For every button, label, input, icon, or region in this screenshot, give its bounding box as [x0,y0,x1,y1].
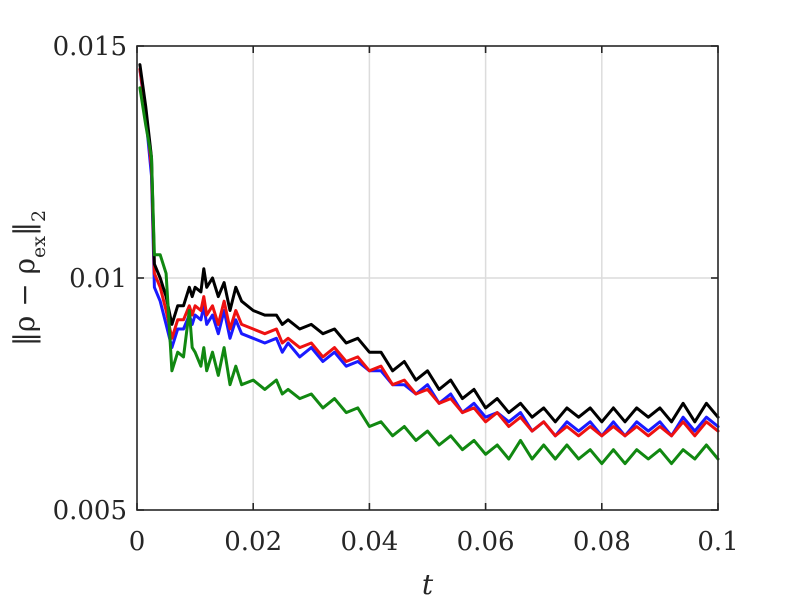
x-tick-labels: 0 0.02 0.04 0.06 0.08 0.1 [129,527,739,557]
y-axis-label: ‖ρ − ρex‖2 [8,210,50,346]
grid [137,46,718,510]
x-tick-label: 0.08 [573,527,631,557]
x-tick-label: 0.1 [697,527,738,557]
x-tick-label: 0.02 [224,527,282,557]
series-line-2 [138,67,720,438]
x-tick-label: 0 [129,527,146,557]
y-axis-label-main: ‖ρ − ρ [8,258,41,346]
y-axis-label-close: ‖ [8,222,41,236]
series-line-3 [138,63,720,424]
y-axis-label-sub2: 2 [28,210,50,222]
y-tick-label: 0.005 [53,496,127,526]
y-tick-labels: 0.005 0.01 0.015 [53,32,127,526]
x-tick-label: 0.04 [340,527,398,557]
x-axis-label: t [422,568,434,601]
series-line-4 [138,86,720,466]
tick-marks [136,45,719,511]
series-line-1 [138,67,720,438]
series-group [138,63,720,466]
y-tick-label: 0.015 [53,32,127,62]
y-axis-label-sub: ex [28,236,50,258]
y-tick-label: 0.01 [69,264,127,294]
x-tick-label: 0.06 [457,527,515,557]
